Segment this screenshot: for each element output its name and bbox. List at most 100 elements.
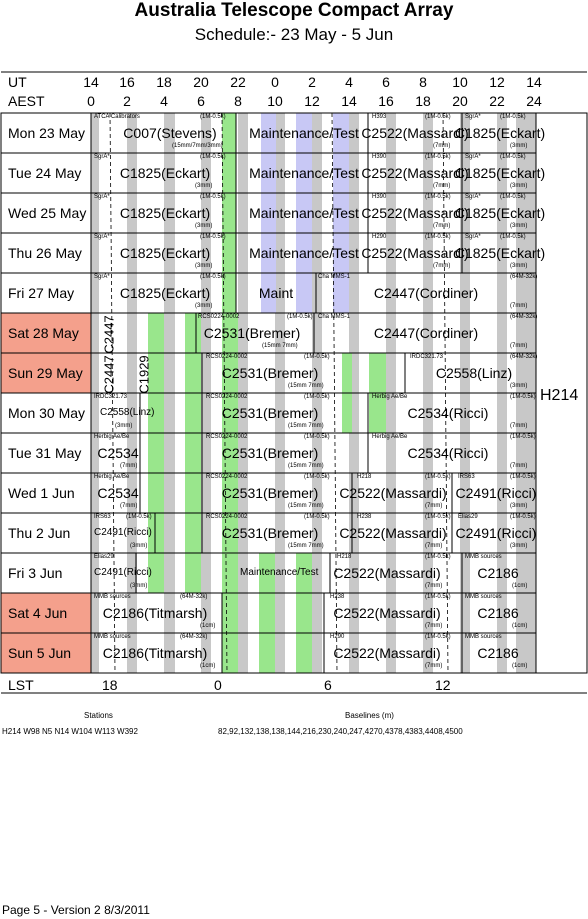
source-label: H218 (337, 554, 352, 560)
ut-tick: 12 (489, 74, 505, 90)
source-label: (15mm 7mm) (288, 383, 324, 389)
source-label: (1M-0.5k) (510, 394, 536, 400)
source-label: (3mm) (195, 183, 213, 189)
project-label-small: C2491(Ricci) (94, 567, 152, 578)
source-label: H390 (372, 194, 387, 200)
lst-tick: 0 (214, 677, 222, 693)
source-label: H393 (372, 114, 387, 120)
ut-tick: 14 (83, 74, 99, 90)
source-label: IRS63 (94, 514, 111, 520)
source-label: SgrA* (465, 154, 481, 160)
project-label: C2186 (477, 645, 519, 661)
source-label: Elias29 (94, 554, 114, 560)
source-label: (7mm) (510, 343, 528, 349)
source-label: (7mm) (433, 143, 451, 149)
array-config-label: H214 (540, 387, 579, 404)
aest-tick: 22 (489, 93, 505, 109)
project-label: C2491(Ricci) (455, 525, 537, 541)
source-label: (3mm) (510, 383, 528, 389)
green-band (222, 113, 236, 313)
source-label: (3mm) (510, 543, 528, 549)
aest-tick: 0 (87, 93, 95, 109)
source-label: (1M-0.5k) (287, 314, 313, 320)
aest-tick: 16 (378, 93, 394, 109)
source-label: RCS0224-0002 (206, 474, 248, 480)
source-label: MMB sources (465, 634, 502, 640)
ut-tick: 14 (526, 74, 542, 90)
source-label: (15mm 7mm) (288, 463, 324, 469)
aest-tick: 18 (415, 93, 431, 109)
source-label: (7mm) (510, 463, 528, 469)
project-label: C2534(Ricci) (407, 445, 489, 461)
source-label: (64M-32k) (180, 594, 208, 600)
source-label: SgrA* (94, 234, 110, 240)
source-label: (64M-32k) (510, 354, 538, 360)
project-label-small: C2558(Linz) (100, 407, 155, 418)
source-label: (15mm/7mm/3mm) (172, 143, 223, 149)
day-label: Tue 24 May (8, 165, 82, 181)
source-label: (1cm) (512, 663, 528, 669)
project-label: Maintenance/Test (249, 245, 359, 261)
source-label: (1M-0.5k) (510, 434, 536, 440)
source-label: (1M-0.5k) (500, 154, 526, 160)
aest-label: AEST (8, 93, 45, 109)
aest-tick: 20 (452, 93, 468, 109)
lst-tick: 18 (102, 677, 118, 693)
lst-dashed-line (331, 112, 338, 674)
source-label: (15mm 7mm) (262, 343, 298, 349)
source-label: (1M-0.5k) (425, 234, 451, 240)
source-label: (1cm) (512, 623, 528, 629)
source-label: (1cm) (200, 623, 216, 629)
source-label: (7mm) (510, 423, 528, 429)
stations-heading: Stations (84, 711, 113, 720)
green-band (296, 553, 312, 673)
source-label: (7mm) (120, 463, 138, 469)
project-label: C2186 (477, 605, 519, 621)
project-label: C2491(Ricci) (455, 485, 537, 501)
source-label: (3mm) (510, 223, 528, 229)
project-label: C2531(Bremer) (203, 325, 301, 341)
project-label: Maint (258, 285, 294, 301)
project-label: C2531(Bremer) (221, 405, 319, 421)
day-label: Mon 23 May (8, 125, 86, 141)
source-label: RCS0224-0002 (206, 434, 248, 440)
ut-tick: 10 (452, 74, 468, 90)
aest-tick: 6 (197, 93, 205, 109)
source-label: SgrA* (465, 114, 481, 120)
source-label: (1M-0.5k) (425, 114, 451, 120)
project-label: C2522(Massardi) (361, 205, 469, 221)
source-label: Cha MMS-1 (318, 274, 351, 280)
source-label: (7mm) (425, 543, 443, 549)
source-label: (1M-0.5k) (425, 554, 451, 560)
project-label: C2186(Titmarsh) (102, 645, 208, 661)
weekend-cell (1, 353, 91, 393)
source-label: (15mm 7mm) (288, 543, 324, 549)
source-label: RCS0224-0002 (206, 514, 248, 520)
project-label: C2531(Bremer) (221, 485, 319, 501)
source-label: (15mm 7mm) (288, 423, 324, 429)
project-label: C2531(Bremer) (221, 525, 319, 541)
project-label: C2522(Massardi) (333, 565, 441, 581)
project-label: Maintenance/Test (249, 165, 359, 181)
source-label: MMB sources (465, 554, 502, 560)
day-label: Wed 25 May (8, 205, 87, 221)
ut-tick: 18 (156, 74, 172, 90)
source-label: H218 (357, 474, 372, 480)
ut-tick: 16 (119, 74, 135, 90)
source-label: H290 (330, 634, 345, 640)
source-label: (64M-32k) (180, 634, 208, 640)
source-label: Herbig Ae/Be (372, 434, 408, 440)
project-label: C2186 (477, 565, 519, 581)
ut-label: UT (8, 74, 27, 90)
source-label: (1M-0.5k) (200, 114, 226, 120)
source-label: (1M-0.5k) (304, 434, 330, 440)
green-band (148, 393, 164, 593)
source-label: (3mm) (130, 583, 148, 589)
ut-tick: 2 (308, 74, 316, 90)
project-label: C1825(Eckart) (119, 165, 211, 181)
source-label: (3mm) (510, 503, 528, 509)
source-label: SgrA* (94, 194, 110, 200)
source-label: (64M-32k) (510, 314, 538, 320)
project-label-vertical: C2447 (101, 315, 117, 354)
green-band (222, 313, 238, 353)
